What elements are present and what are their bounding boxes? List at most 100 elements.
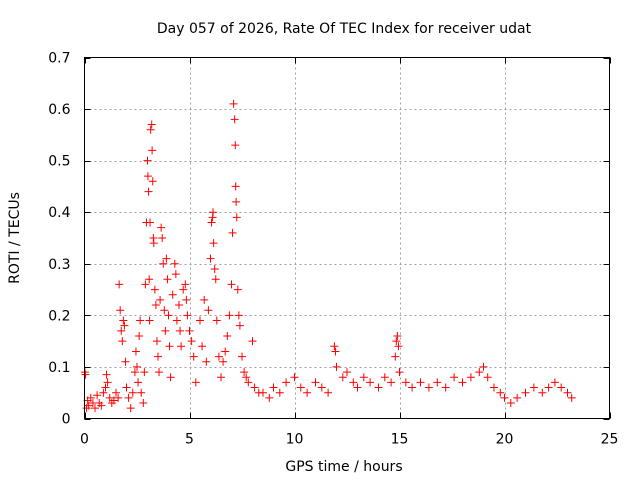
data-point xyxy=(359,373,368,382)
data-point xyxy=(479,362,488,371)
data-point xyxy=(238,352,246,361)
data-point xyxy=(175,301,183,310)
data-point xyxy=(324,388,333,397)
data-point xyxy=(232,197,241,206)
y-tick-label: 0.6 xyxy=(48,102,70,118)
data-point xyxy=(158,234,167,242)
data-point xyxy=(209,208,218,217)
x-tick-label: 25 xyxy=(601,432,619,448)
data-point xyxy=(209,239,218,248)
data-point xyxy=(392,337,401,346)
data-point xyxy=(99,388,108,397)
data-point xyxy=(187,337,196,346)
data-point xyxy=(248,337,257,346)
data-point xyxy=(282,378,291,387)
data-point xyxy=(391,352,400,361)
data-point xyxy=(204,306,213,315)
data-point xyxy=(521,388,530,397)
data-point xyxy=(148,177,157,186)
data-point xyxy=(374,383,383,392)
data-point xyxy=(353,383,362,392)
data-point xyxy=(401,378,410,387)
data-point xyxy=(146,125,155,134)
data-point xyxy=(151,301,160,310)
data-point xyxy=(366,378,375,387)
data-point xyxy=(206,254,215,263)
data-point xyxy=(154,352,162,361)
data-point xyxy=(330,342,339,351)
data-point xyxy=(157,223,166,232)
data-point xyxy=(185,326,194,335)
data-point xyxy=(557,383,566,392)
data-point xyxy=(101,383,110,392)
data-point xyxy=(466,373,475,382)
data-point xyxy=(250,383,259,392)
data-point xyxy=(165,342,174,351)
data-point xyxy=(133,362,141,371)
data-point xyxy=(140,368,149,377)
data-point xyxy=(130,368,139,377)
data-point xyxy=(119,316,128,325)
data-point xyxy=(171,270,180,279)
data-point xyxy=(145,275,154,284)
data-point xyxy=(137,388,146,397)
data-point xyxy=(230,115,239,124)
data-point xyxy=(200,295,209,304)
data-point xyxy=(450,373,459,382)
data-point xyxy=(408,383,417,392)
data-point xyxy=(120,321,129,330)
data-point xyxy=(179,285,188,294)
data-point xyxy=(231,141,240,150)
data-point xyxy=(475,368,484,377)
data-point xyxy=(147,120,156,129)
data-point xyxy=(441,383,450,392)
data-point xyxy=(150,285,159,294)
data-point xyxy=(212,316,221,325)
data-points xyxy=(80,99,576,413)
y-tick-label: 0 xyxy=(62,412,71,428)
data-point xyxy=(114,393,123,402)
data-point xyxy=(148,146,157,155)
data-point xyxy=(183,311,192,320)
data-point xyxy=(168,290,177,299)
data-point xyxy=(81,370,90,379)
data-point xyxy=(141,280,150,289)
data-point xyxy=(112,388,120,397)
data-point xyxy=(232,213,241,222)
data-point xyxy=(506,399,515,408)
data-point xyxy=(93,391,102,400)
grid xyxy=(84,57,610,419)
data-point xyxy=(159,259,168,268)
data-point xyxy=(152,337,161,346)
data-point xyxy=(131,347,140,356)
data-point xyxy=(164,311,173,320)
data-point xyxy=(146,218,155,227)
data-point xyxy=(207,218,216,227)
data-point xyxy=(231,182,240,191)
y-tick-label: 0.7 xyxy=(48,51,70,67)
data-point xyxy=(163,275,172,284)
data-point xyxy=(234,311,243,320)
y-tick-label: 0.4 xyxy=(48,205,70,221)
data-point xyxy=(84,401,93,410)
data-point xyxy=(393,331,402,340)
data-point xyxy=(189,352,198,361)
data-point xyxy=(290,373,299,382)
data-point xyxy=(538,388,547,397)
data-point xyxy=(269,383,278,392)
data-point xyxy=(211,275,220,284)
data-point xyxy=(214,352,223,361)
data-point xyxy=(191,378,200,387)
data-point xyxy=(128,388,137,397)
data-point xyxy=(162,254,171,263)
x-tick-label: 15 xyxy=(391,432,409,448)
data-point xyxy=(121,357,130,366)
x-axis-label: GPS time / hours xyxy=(285,459,402,475)
y-tick-label: 0.2 xyxy=(48,308,70,324)
data-point xyxy=(235,321,244,330)
data-point xyxy=(242,373,251,382)
data-point xyxy=(97,401,106,410)
data-point xyxy=(490,383,498,392)
data-point xyxy=(172,316,181,325)
data-point xyxy=(155,368,164,377)
